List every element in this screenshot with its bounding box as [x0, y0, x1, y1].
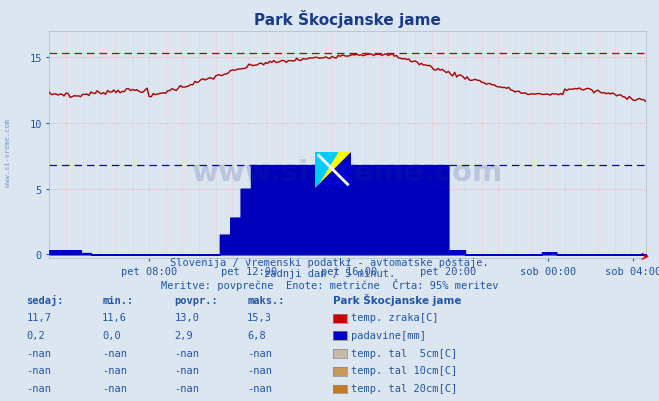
Text: www.si-vreme.com: www.si-vreme.com: [5, 118, 11, 186]
Title: Park Škocjanske jame: Park Škocjanske jame: [254, 10, 441, 28]
Text: www.si-vreme.com: www.si-vreme.com: [192, 158, 503, 186]
Text: -nan: -nan: [26, 348, 51, 358]
Text: padavine[mm]: padavine[mm]: [351, 330, 426, 340]
Text: 13,0: 13,0: [175, 312, 200, 322]
Text: povpr.:: povpr.:: [175, 295, 218, 305]
Text: 2,9: 2,9: [175, 330, 193, 340]
Text: 6,8: 6,8: [247, 330, 266, 340]
Text: 0,0: 0,0: [102, 330, 121, 340]
Text: Slovenija / vremenski podatki - avtomatske postaje.: Slovenija / vremenski podatki - avtomats…: [170, 257, 489, 267]
Text: -nan: -nan: [247, 383, 272, 393]
Text: -nan: -nan: [102, 348, 127, 358]
Text: -nan: -nan: [102, 365, 127, 375]
Text: maks.:: maks.:: [247, 295, 285, 305]
Text: -nan: -nan: [247, 365, 272, 375]
Text: 0,2: 0,2: [26, 330, 45, 340]
Text: temp. tal  5cm[C]: temp. tal 5cm[C]: [351, 348, 457, 358]
Text: -nan: -nan: [26, 383, 51, 393]
Text: temp. tal 10cm[C]: temp. tal 10cm[C]: [351, 365, 457, 375]
Text: zadnji dan / 5 minut.: zadnji dan / 5 minut.: [264, 269, 395, 279]
Text: 11,6: 11,6: [102, 312, 127, 322]
Text: Meritve: povprečne  Enote: metrične  Črta: 95% meritev: Meritve: povprečne Enote: metrične Črta:…: [161, 278, 498, 290]
Text: -nan: -nan: [247, 348, 272, 358]
Text: min.:: min.:: [102, 295, 133, 305]
Text: temp. tal 20cm[C]: temp. tal 20cm[C]: [351, 383, 457, 393]
Text: temp. zraka[C]: temp. zraka[C]: [351, 312, 439, 322]
Text: -nan: -nan: [175, 348, 200, 358]
Text: -nan: -nan: [175, 383, 200, 393]
Text: 15,3: 15,3: [247, 312, 272, 322]
Text: -nan: -nan: [102, 383, 127, 393]
Text: sedaj:: sedaj:: [26, 294, 64, 305]
Polygon shape: [315, 152, 351, 188]
Text: -nan: -nan: [26, 365, 51, 375]
Polygon shape: [315, 152, 351, 188]
Text: Park Škocjanske jame: Park Škocjanske jame: [333, 293, 461, 305]
Text: 11,7: 11,7: [26, 312, 51, 322]
Text: -nan: -nan: [175, 365, 200, 375]
Polygon shape: [315, 152, 337, 188]
